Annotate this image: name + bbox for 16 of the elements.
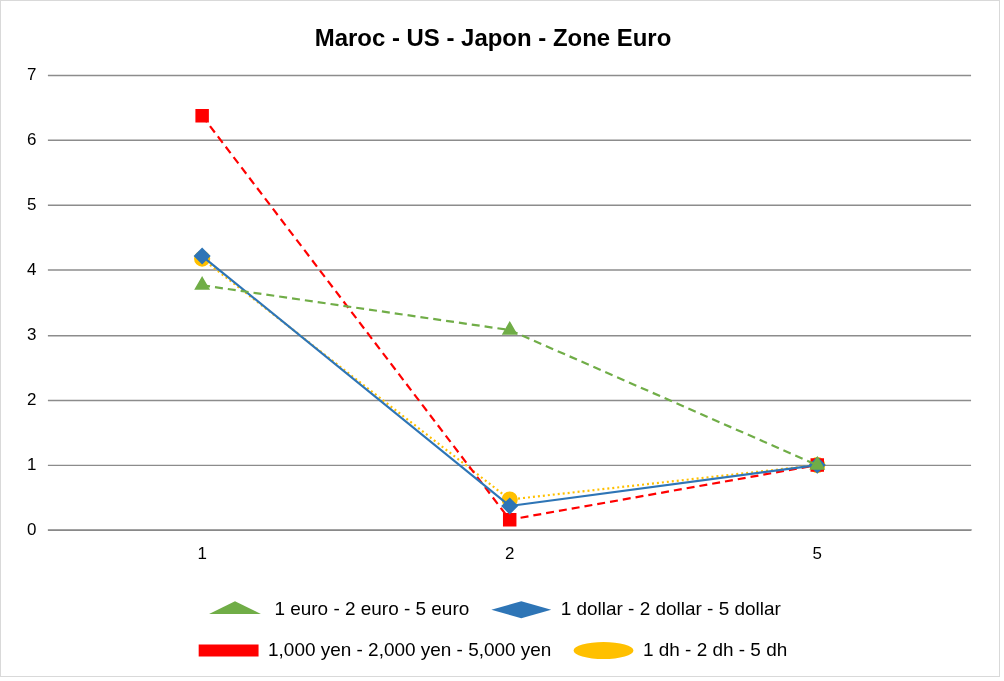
y-tick-label: 3 [26,324,37,344]
legend-label: 1,000 yen - 2,000 yen - 5,000 yen [268,638,552,660]
legend-label: 1 dh - 2 dh - 5 dh [642,638,788,660]
y-tick-label: 4 [26,260,37,280]
legend-label: 1 dollar - 2 dollar - 5 dollar [560,597,781,619]
y-tick-label: 0 [26,519,37,539]
y-tick-label: 1 [26,454,37,474]
y-tick-label: 5 [26,195,37,215]
x-tick-label: 2 [504,543,515,563]
x-tick-label: 1 [197,543,207,563]
legend-label: 1 euro - 2 euro - 5 euro [274,597,470,619]
y-tick-label: 6 [26,130,37,150]
y-tick-label: 2 [26,389,37,409]
y-tick-label: 7 [26,65,37,85]
chart-title: Maroc - US - Japon - Zone Euro [314,23,672,51]
x-tick-label: 5 [812,543,822,563]
